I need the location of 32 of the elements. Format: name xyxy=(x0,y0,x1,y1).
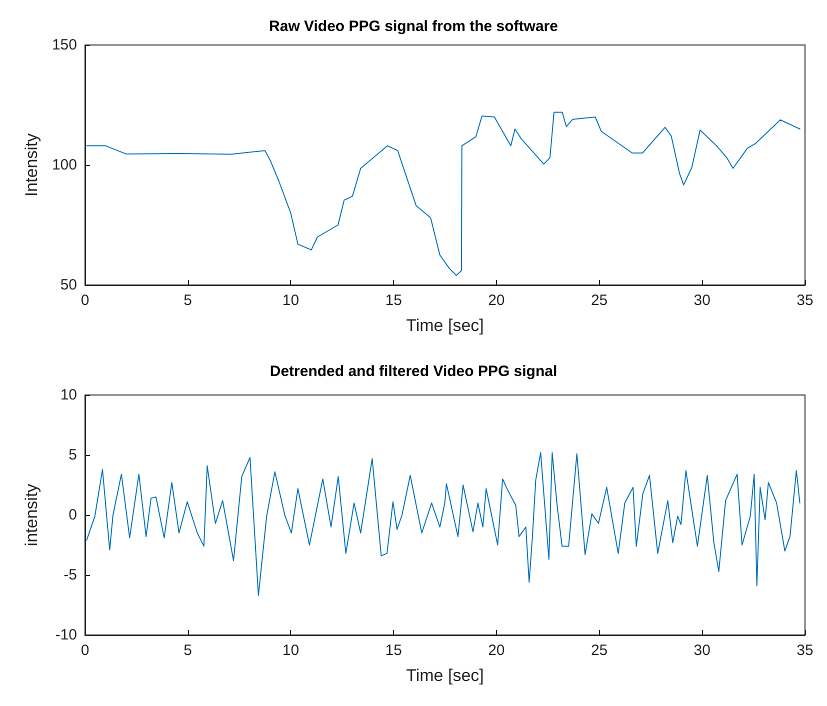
y-tick-label: 100 xyxy=(52,156,77,174)
y-tick-label: 5 xyxy=(68,446,77,464)
chart-title: Detrended and filtered Video PPG signal xyxy=(270,363,558,380)
x-tick-label: 30 xyxy=(694,642,710,659)
chart-title: Raw Video PPG signal from the software xyxy=(269,18,558,35)
y-tick-label: -10 xyxy=(55,626,77,644)
x-tick-label: 35 xyxy=(796,292,814,309)
y-tick-label: 0 xyxy=(68,506,77,524)
x-tick-label: 0 xyxy=(80,292,90,309)
line-series xyxy=(86,112,800,276)
x-tick-label: 5 xyxy=(184,642,192,659)
y-tick-label: 50 xyxy=(60,276,77,294)
x-axis-title: Time [sec] xyxy=(406,316,484,335)
line-series xyxy=(86,452,800,596)
x-tick-label: 15 xyxy=(385,642,402,659)
y-axis-title: intensity xyxy=(22,483,41,546)
x-tick-label: 25 xyxy=(590,642,608,659)
y-tick-label: 150 xyxy=(52,36,77,54)
y-tick-label: -5 xyxy=(64,566,77,584)
x-tick-label: 20 xyxy=(488,642,505,659)
x-tick-label: 5 xyxy=(184,292,192,309)
y-tick-label: 10 xyxy=(60,386,77,404)
x-tick-label: 15 xyxy=(385,292,402,309)
x-tick-label: 10 xyxy=(282,642,300,659)
x-tick-label: 35 xyxy=(796,642,814,659)
x-tick-label: 25 xyxy=(590,292,608,309)
x-tick-label: 10 xyxy=(282,292,300,309)
x-tick-label: 0 xyxy=(80,642,90,659)
x-tick-label: 30 xyxy=(694,292,710,309)
x-axis-title: Time [sec] xyxy=(406,666,484,685)
y-axis-title: Intensity xyxy=(22,132,41,197)
x-tick-label: 20 xyxy=(488,292,505,309)
